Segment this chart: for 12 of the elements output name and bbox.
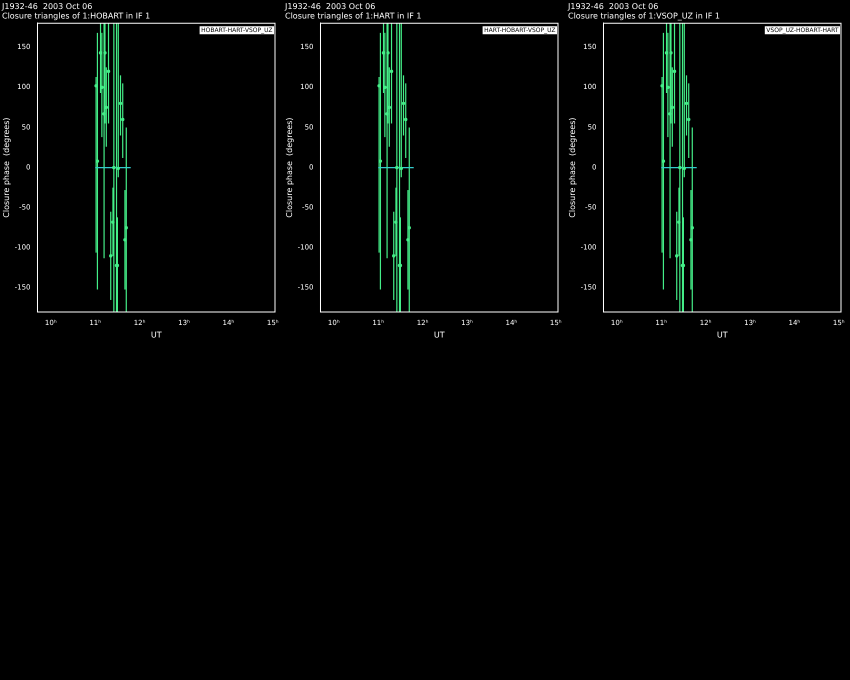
y-axis-title: Closure phase (degrees) — [568, 118, 577, 218]
x-axis-title: UT — [434, 330, 445, 340]
chart-title: J1932-46 2003 Oct 06 — [284, 2, 376, 11]
chart-subtitle: Closure triangles of 1:VSOP_UZ in IF 1 — [568, 11, 720, 20]
x-axis-title: UT — [716, 330, 728, 340]
chart-subtitle: Closure triangles of 1:HOBART in IF 1 — [2, 11, 150, 20]
x-axis-title: UT — [150, 330, 162, 340]
chart-subtitle: Closure triangles of 1:HART in IF 1 — [285, 11, 422, 20]
chart-title: J1932-46 2003 Oct 06 — [1, 2, 92, 11]
y-axis-title: Closure phase (degrees) — [284, 118, 294, 218]
chart-title: J1932-46 2003 Oct 06 — [567, 2, 658, 11]
y-axis-title: Closure phase (degrees) — [2, 118, 11, 218]
